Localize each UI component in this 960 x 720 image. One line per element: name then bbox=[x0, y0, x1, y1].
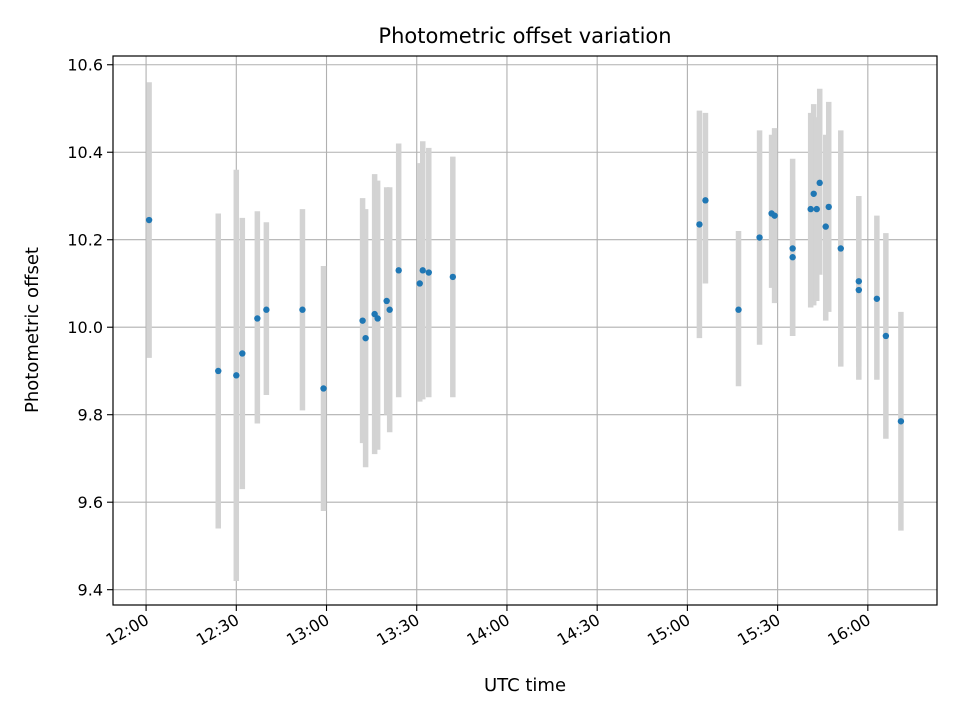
data-point bbox=[359, 317, 366, 324]
data-point bbox=[145, 216, 153, 224]
data-point bbox=[810, 190, 817, 197]
data-point bbox=[254, 315, 261, 322]
y-tick-label: 9.8 bbox=[78, 406, 103, 425]
data-point bbox=[825, 203, 832, 211]
grid bbox=[113, 56, 937, 605]
data-point bbox=[425, 269, 432, 276]
data-point bbox=[813, 205, 820, 213]
data-point bbox=[263, 306, 270, 313]
y-tick-label: 9.6 bbox=[78, 493, 103, 512]
data-point bbox=[855, 286, 863, 294]
data-point bbox=[855, 278, 863, 285]
plot-frame bbox=[112, 55, 938, 606]
chart-title: Photometric offset variation bbox=[378, 24, 671, 48]
data-point bbox=[386, 306, 393, 313]
data-point bbox=[383, 297, 390, 305]
data-point bbox=[299, 306, 306, 313]
y-tick-label: 10.6 bbox=[67, 56, 103, 75]
data-point bbox=[320, 385, 327, 392]
data-point bbox=[233, 372, 240, 379]
data-point bbox=[789, 245, 796, 252]
data-point bbox=[419, 267, 426, 274]
data-point bbox=[215, 367, 222, 375]
data-point bbox=[807, 205, 814, 213]
data-point bbox=[416, 280, 423, 287]
y-tick-label: 10.0 bbox=[67, 318, 103, 337]
data-point bbox=[882, 332, 890, 340]
data-point bbox=[897, 418, 905, 425]
data-point bbox=[789, 254, 796, 261]
data-point bbox=[837, 245, 844, 252]
y-axis-label: Photometric offset bbox=[22, 247, 43, 413]
y-tick-label: 9.4 bbox=[78, 581, 103, 600]
data-point bbox=[816, 179, 823, 187]
data-point bbox=[239, 350, 246, 357]
data-point bbox=[873, 295, 881, 302]
x-axis-label: UTC time bbox=[484, 675, 566, 696]
data-point bbox=[696, 221, 703, 228]
data-point bbox=[702, 197, 709, 204]
data-point bbox=[822, 223, 829, 230]
y-tick-label: 10.4 bbox=[67, 143, 103, 162]
y-tick-label: 10.2 bbox=[67, 231, 103, 250]
data-point bbox=[362, 334, 369, 342]
data-point bbox=[449, 273, 457, 281]
data-point bbox=[771, 212, 778, 219]
data-point bbox=[374, 315, 381, 322]
data-point bbox=[395, 267, 402, 274]
data-point bbox=[756, 234, 763, 241]
data-points bbox=[145, 179, 905, 425]
data-point bbox=[735, 306, 742, 313]
y-axis: 9.4 9.6 9.8 10.0 10.2 10.4 10.6 bbox=[67, 56, 113, 600]
